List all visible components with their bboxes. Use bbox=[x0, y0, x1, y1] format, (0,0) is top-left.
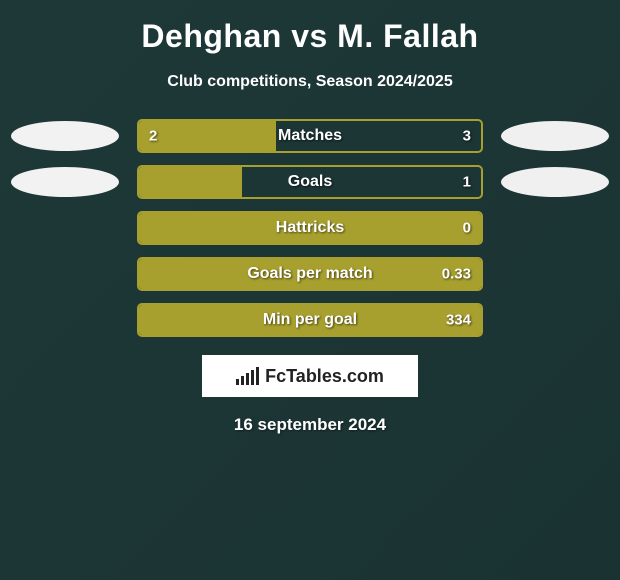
stat-bar-fill bbox=[139, 167, 242, 197]
ellipse-spacer bbox=[11, 259, 119, 289]
stat-label: Goals per match bbox=[247, 265, 372, 283]
player-left-ellipse bbox=[11, 121, 119, 151]
stat-label: Min per goal bbox=[263, 311, 357, 329]
stat-label: Hattricks bbox=[276, 219, 344, 237]
stat-bar: 2 Matches 3 bbox=[137, 119, 483, 153]
stat-row: 2 Matches 3 bbox=[0, 119, 620, 153]
stat-value-right: 1 bbox=[463, 174, 471, 191]
player-right-ellipse bbox=[501, 167, 609, 197]
brand-text: FcTables.com bbox=[265, 366, 384, 387]
stat-label: Goals bbox=[288, 173, 332, 191]
logo-bar bbox=[241, 376, 244, 385]
stat-bar: Goals 1 bbox=[137, 165, 483, 199]
stat-value-right: 0.33 bbox=[442, 266, 471, 283]
ellipse-spacer bbox=[11, 213, 119, 243]
brand-logo: FcTables.com bbox=[202, 355, 418, 397]
player-left-ellipse bbox=[11, 167, 119, 197]
stat-rows: 2 Matches 3 Goals 1 Hattricks 0 Goals per match… bbox=[0, 119, 620, 337]
chart-bars-icon bbox=[236, 367, 259, 385]
stat-value-right: 0 bbox=[463, 220, 471, 237]
stat-row: Goals per match 0.33 bbox=[0, 257, 620, 291]
logo-bar bbox=[256, 367, 259, 385]
stat-bar: Min per goal 334 bbox=[137, 303, 483, 337]
ellipse-spacer bbox=[11, 305, 119, 335]
logo-bar bbox=[246, 373, 249, 385]
logo-bar bbox=[236, 379, 239, 385]
stat-bar: Hattricks 0 bbox=[137, 211, 483, 245]
stat-row: Goals 1 bbox=[0, 165, 620, 199]
infographic-container: Dehghan vs M. Fallah Club competitions, … bbox=[0, 0, 620, 435]
stat-value-right: 334 bbox=[446, 312, 471, 329]
ellipse-spacer bbox=[501, 305, 609, 335]
ellipse-spacer bbox=[501, 259, 609, 289]
page-title: Dehghan vs M. Fallah bbox=[0, 18, 620, 55]
player-right-ellipse bbox=[501, 121, 609, 151]
ellipse-spacer bbox=[501, 213, 609, 243]
stat-row: Hattricks 0 bbox=[0, 211, 620, 245]
stat-row: Min per goal 334 bbox=[0, 303, 620, 337]
stat-bar: Goals per match 0.33 bbox=[137, 257, 483, 291]
stat-label: Matches bbox=[278, 127, 342, 145]
stat-value-left: 2 bbox=[149, 128, 157, 145]
stat-value-right: 3 bbox=[463, 128, 471, 145]
footer-date: 16 september 2024 bbox=[0, 415, 620, 435]
subtitle: Club competitions, Season 2024/2025 bbox=[0, 73, 620, 91]
stat-bar-fill bbox=[139, 121, 276, 151]
logo-bar bbox=[251, 370, 254, 385]
